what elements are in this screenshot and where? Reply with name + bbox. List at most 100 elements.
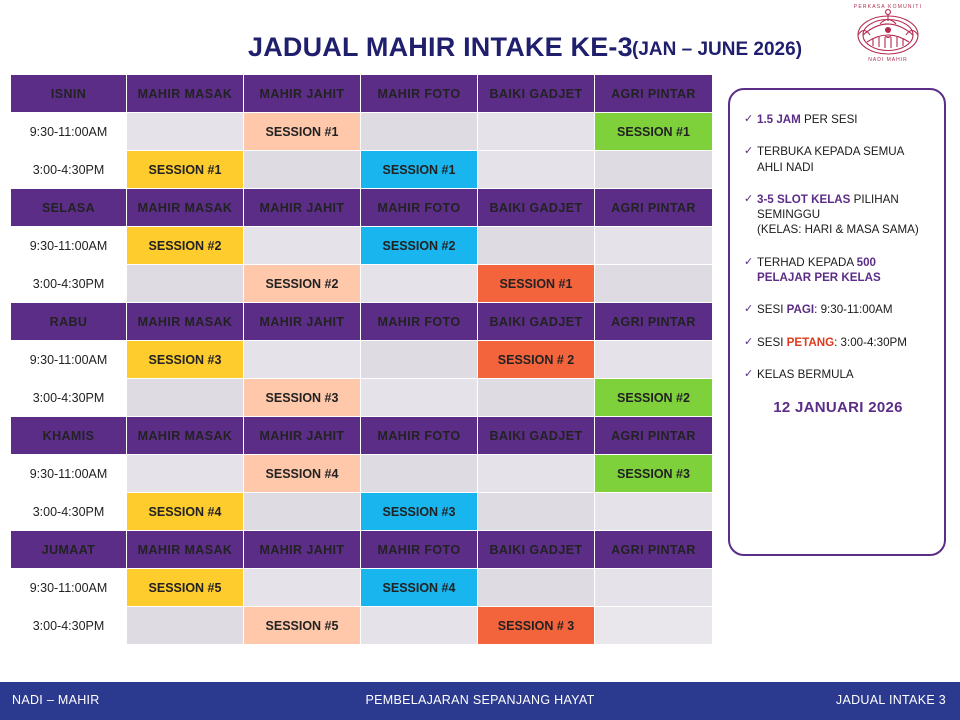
check-icon: ✓: [744, 303, 754, 316]
course-name-cell: BAIKI GADJET: [477, 188, 595, 227]
session-cell: SESSION #3: [126, 340, 244, 379]
session-cell: SESSION #1: [594, 112, 713, 151]
footer-right-label: JADUAL INTAKE 3: [835, 693, 946, 707]
course-name-cell: AGRI PINTAR: [594, 74, 713, 113]
check-icon: ✓: [744, 335, 754, 348]
table-row: 3:00-4:30PM SESSION #5 SESSION # 3: [10, 606, 713, 645]
time-label-cell: 3:00-4:30PM: [10, 378, 127, 417]
check-icon: ✓: [744, 192, 754, 205]
empty-cell: [477, 454, 595, 493]
table-row: 9:30-11:00AM SESSION #3 SESSION # 2: [10, 340, 713, 379]
check-icon: ✓: [744, 367, 754, 380]
session-cell: SESSION #1: [243, 112, 361, 151]
table-row: 9:30-11:00AM SESSION #1 SESSION #1: [10, 112, 713, 151]
table-row: 3:00-4:30PM SESSION #3 SESSION #2: [10, 378, 713, 417]
info-item-text: PER SESI: [804, 113, 858, 126]
empty-cell: [477, 226, 595, 265]
course-name-cell: MAHIR MASAK: [126, 74, 244, 113]
info-item-text: SESI: [757, 335, 787, 349]
table-row: 3:00-4:30PM SESSION #2 SESSION #1: [10, 264, 713, 303]
info-item-text: PILIHAN SEMINGGU (KELAS: HARI & MASA SAM…: [757, 192, 919, 237]
info-item-text: : 3:00-4:30PM: [834, 335, 907, 349]
session-cell: SESSION #2: [126, 226, 244, 265]
table-row: 3:00-4:30PM SESSION #1 SESSION #1: [10, 150, 713, 189]
session-cell: SESSION #2: [360, 226, 478, 265]
time-label-cell: 9:30-11:00AM: [10, 340, 127, 379]
info-item: ✓ TERBUKA KEPADA SEMUA AHLI NADI: [744, 144, 932, 175]
table-day-header-row: RABU MAHIR MASAK MAHIR JAHIT MAHIR FOTO BAIK…: [10, 302, 713, 341]
table-day-header-row: JUMAAT MAHIR MASAK MAHIR JAHIT MAHIR FOTO BA…: [10, 530, 713, 569]
info-item: ✓ SESI PETANG: 3:00-4:30PM: [744, 335, 932, 350]
day-name-cell: RABU: [10, 302, 127, 341]
course-name-cell: MAHIR FOTO: [360, 188, 478, 227]
info-item-text: 3-5 SLOT KELAS: [757, 192, 854, 206]
empty-cell: [243, 226, 361, 265]
course-name-cell: MAHIR JAHIT: [243, 302, 361, 341]
empty-cell: [360, 378, 478, 417]
course-name-cell: AGRI PINTAR: [594, 416, 713, 455]
empty-cell: [594, 264, 713, 303]
empty-cell: [594, 568, 713, 607]
empty-cell: [243, 492, 361, 531]
course-name-cell: MAHIR JAHIT: [243, 188, 361, 227]
info-item-text: TERHAD KEPADA: [757, 255, 857, 269]
logo-caption-top: PERKASA KOMUNITI: [853, 4, 923, 10]
empty-cell: [360, 112, 478, 151]
course-name-cell: MAHIR MASAK: [126, 416, 244, 455]
empty-cell: [126, 606, 244, 645]
nadi-mahir-logo: PERKASA KOMUNITI NADI MAHIR: [834, 2, 942, 64]
schedule-table: ISNIN MAHIR MASAK MAHIR JAHIT MAHIR FOTO BAI…: [10, 74, 713, 645]
time-label-cell: 9:30-11:00AM: [10, 568, 127, 607]
course-name-cell: MAHIR JAHIT: [243, 416, 361, 455]
course-name-cell: MAHIR MASAK: [126, 188, 244, 227]
empty-cell: [477, 492, 595, 531]
empty-cell: [126, 264, 244, 303]
session-cell: SESSION #3: [243, 378, 361, 417]
info-item: ✓ KELAS BERMULA: [744, 367, 932, 382]
info-item-text: TERBUKA KEPADA SEMUA AHLI NADI: [757, 145, 905, 174]
empty-cell: [594, 492, 713, 531]
course-name-cell: BAIKI GADJET: [477, 530, 595, 569]
page-title-period: (JAN – JUNE 2026): [632, 39, 803, 60]
footer-center-label: PEMBELAJARAN SEPANJANG HAYAT: [365, 693, 595, 707]
info-item-text: 500 PELAJAR PER KELAS: [757, 255, 881, 285]
session-cell: SESSION #2: [594, 378, 713, 417]
empty-cell: [477, 150, 595, 189]
page-header: JADUAL MAHIR INTAKE KE-3 (JAN – JUNE 202…: [0, 14, 960, 74]
course-name-cell: MAHIR FOTO: [360, 302, 478, 341]
time-label-cell: 9:30-11:00AM: [10, 112, 127, 151]
session-cell: SESSION #4: [126, 492, 244, 531]
session-cell: SESSION #5: [126, 568, 244, 607]
course-name-cell: MAHIR FOTO: [360, 416, 478, 455]
empty-cell: [594, 340, 713, 379]
logo-mark-icon: [857, 9, 919, 55]
empty-cell: [360, 264, 478, 303]
table-day-header-row: KHAMIS MAHIR MASAK MAHIR JAHIT MAHIR FOTO BA…: [10, 416, 713, 455]
time-label-cell: 3:00-4:30PM: [10, 150, 127, 189]
course-name-cell: AGRI PINTAR: [594, 302, 713, 341]
session-cell: SESSION #4: [360, 568, 478, 607]
empty-cell: [126, 112, 244, 151]
info-item-text: : 9:30-11:00AM: [814, 303, 893, 317]
day-name-cell: JUMAAT: [10, 530, 127, 569]
info-item-text: KELAS BERMULA: [757, 367, 854, 381]
course-name-cell: AGRI PINTAR: [594, 530, 713, 569]
session-cell: SESSION #2: [243, 264, 361, 303]
check-icon: ✓: [744, 255, 754, 268]
empty-cell: [594, 150, 713, 189]
table-day-header-row: SELASA MAHIR MASAK MAHIR JAHIT MAHIR FOTO BA…: [10, 188, 713, 227]
time-label-cell: 3:00-4:30PM: [10, 492, 127, 531]
footer-left-label: NADI – MAHIR: [12, 693, 100, 707]
page-title: JADUAL MAHIR INTAKE KE-3: [248, 32, 633, 62]
empty-cell: [243, 150, 361, 189]
info-item-text: 1.5 JAM: [757, 113, 805, 126]
session-cell: SESSION #1: [126, 150, 244, 189]
info-item: ✓ 3-5 SLOT KELAS PILIHAN SEMINGGU (KELAS:…: [744, 192, 932, 238]
info-list: ✓ 1.5 JAM PER SESI ✓ TERBUKA KEPADA SEMUA A…: [744, 112, 932, 382]
time-label-cell: 9:30-11:00AM: [10, 454, 127, 493]
table-day-header-row: ISNIN MAHIR MASAK MAHIR JAHIT MAHIR FOTO BAI…: [10, 74, 713, 113]
info-item: ✓ 1.5 JAM PER SESI: [744, 112, 932, 127]
empty-cell: [243, 340, 361, 379]
info-item: ✓ TERHAD KEPADA 500 PELAJAR PER KELAS: [744, 255, 932, 286]
time-label-cell: 3:00-4:30PM: [10, 264, 127, 303]
